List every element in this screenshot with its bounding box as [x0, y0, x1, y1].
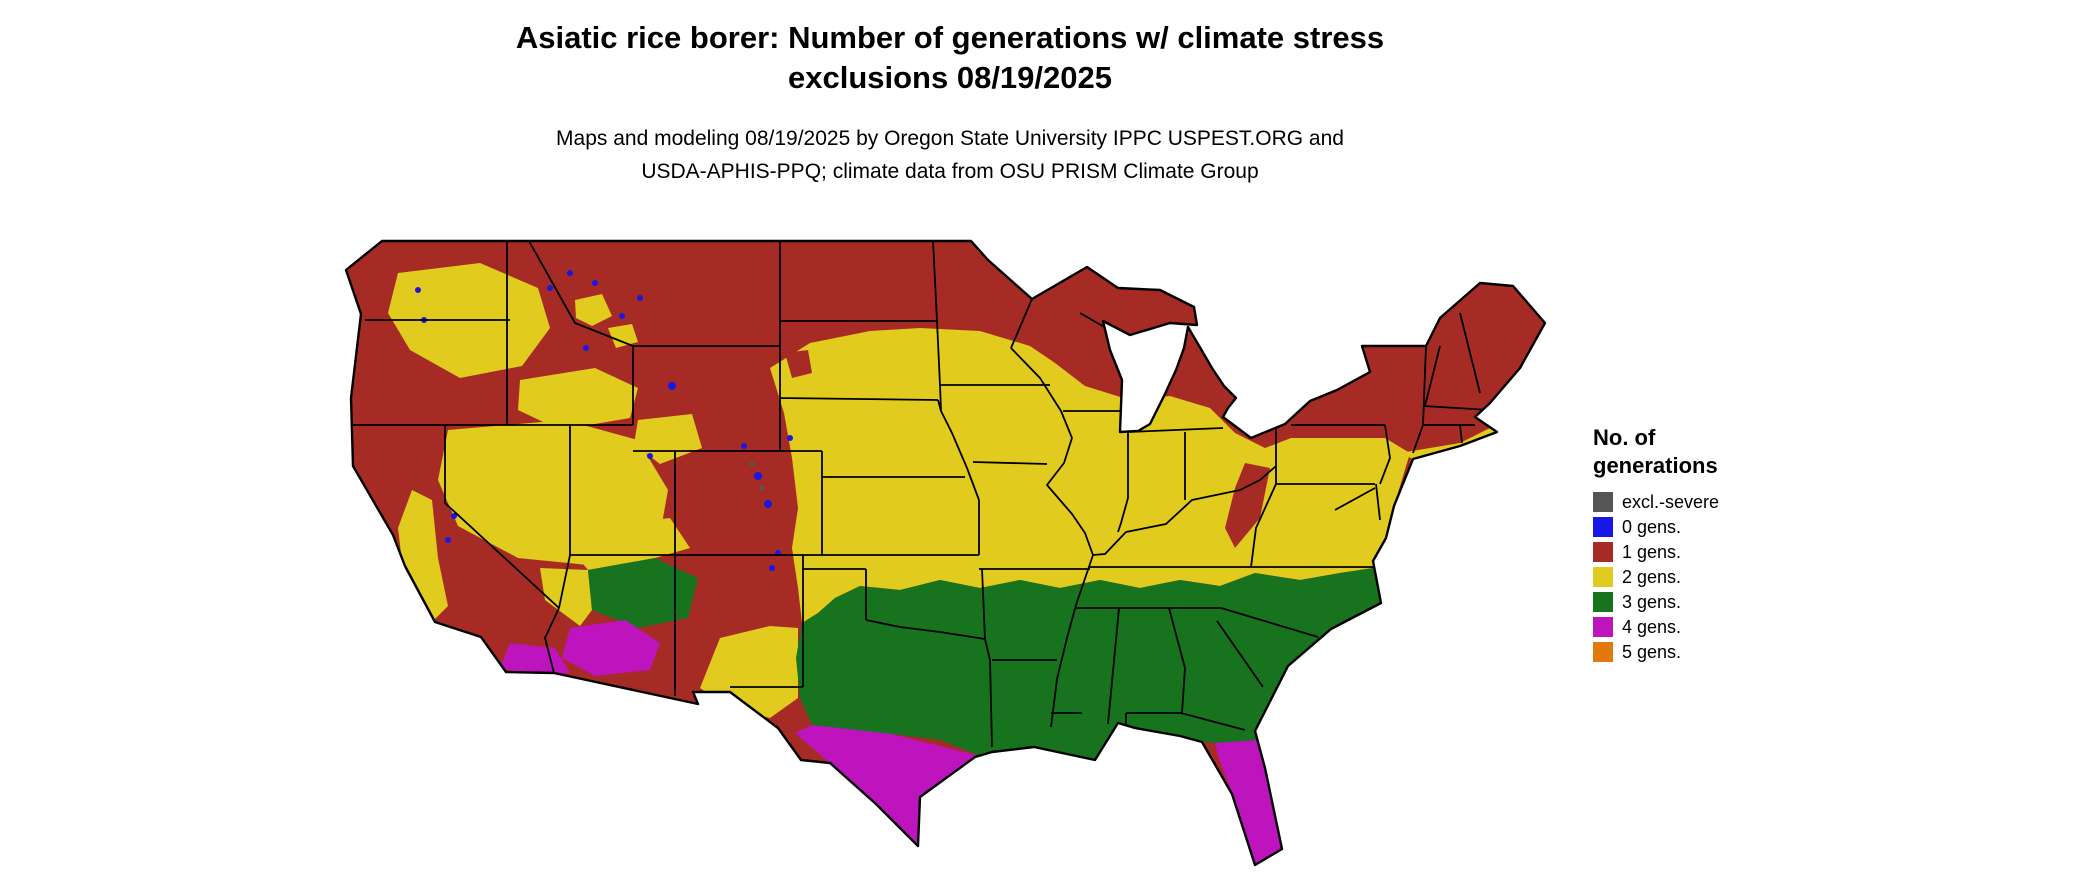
region-2gens-montana-valley-1 [575, 294, 612, 326]
title-line-1: Asiatic rice borer: Number of generation… [515, 20, 1385, 55]
legend-item-excl: excl.-severe [1593, 489, 1853, 514]
region-2gens-snake-plain [518, 368, 638, 430]
legend-swatch-gen2 [1593, 566, 1613, 587]
us-generations-map [340, 228, 1560, 883]
legend-label-gen1: 1 gens. [1622, 541, 1682, 562]
legend-item-gen1: 1 gens. [1593, 539, 1853, 564]
region-1gens-black-hills [785, 350, 812, 378]
legend-label-excl: excl.-severe [1622, 491, 1720, 512]
legend-label-gen4: 4 gens. [1622, 616, 1682, 637]
region-1gens-appalachians [1225, 463, 1270, 548]
legend-label-gen2: 2 gens. [1622, 566, 1682, 587]
legend-item-gen2: 2 gens. [1593, 564, 1853, 589]
region-5gens-keys-3 [1220, 878, 1230, 882]
map-legend: No. of generations excl.-severe 0 gens. 1 … [1593, 424, 1853, 664]
subtitle-line-1: Maps and modeling 08/19/2025 by Oregon S… [556, 127, 1344, 150]
legend-title: No. of generations [1593, 425, 1718, 478]
subtitle-line-2: USDA-APHIS-PPQ; climate data from OSU PR… [641, 160, 1259, 183]
region-5gens-keys-1 [1185, 872, 1197, 877]
legend-item-gen4: 4 gens. [1593, 614, 1853, 639]
region-2gens-newengland-coast [1400, 428, 1497, 460]
region-3gens-arizona-rim [588, 558, 698, 628]
title-line-2: exclusions 08/19/2025 [787, 60, 1112, 95]
page-title: Asiatic rice borer: Number of generation… [340, 18, 1560, 98]
legend-swatch-gen3 [1593, 591, 1613, 612]
legend-item-gen0: 0 gens. [1593, 514, 1853, 539]
region-2gens-north-arizona [570, 518, 690, 570]
legend-item-gen3: 3 gens. [1593, 589, 1853, 614]
legend-swatch-gen0 [1593, 516, 1613, 537]
legend-swatch-gen4 [1593, 616, 1613, 637]
region-2gens-west-arizona [540, 568, 592, 626]
legend-swatch-gen1 [1593, 541, 1613, 562]
region-excl-specks [749, 461, 765, 491]
legend-label-gen5: 5 gens. [1622, 641, 1682, 662]
region-5gens-keys-2 [1202, 876, 1214, 881]
region-2gens-band [770, 328, 1410, 623]
legend-item-gen5: 5 gens. [1593, 639, 1853, 664]
region-2gens-montana-valley-2 [608, 324, 638, 348]
legend-label-gen3: 3 gens. [1622, 591, 1682, 612]
legend-swatch-gen5 [1593, 641, 1613, 662]
legend-swatch-excl [1593, 491, 1613, 512]
us-map-svg [344, 239, 1547, 882]
region-0gens-specks [415, 270, 793, 571]
region-4gens-south-arizona [562, 620, 660, 676]
us-outline [344, 239, 1547, 867]
page-subtitle: Maps and modeling 08/19/2025 by Oregon S… [340, 122, 1560, 188]
legend-label-gen0: 0 gens. [1622, 516, 1682, 537]
region-3gens-band [796, 568, 1381, 760]
region-4gens-south-texas [795, 725, 980, 846]
legend-items: excl.-severe 0 gens. 1 gens. 2 gens. 3 gens.… [1593, 489, 1853, 664]
